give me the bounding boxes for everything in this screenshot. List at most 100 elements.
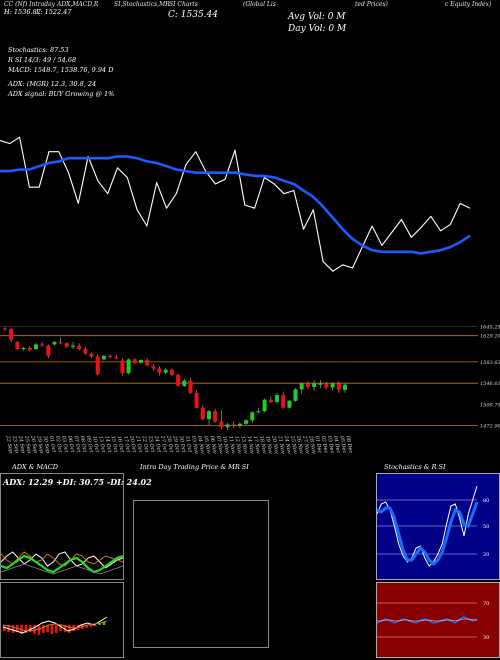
candle-body — [52, 342, 57, 345]
adx-line — [1, 554, 123, 574]
x-tick-label: 01 Oct — [48, 435, 57, 454]
header-part-4: (Global Lis — [243, 1, 276, 8]
macd-signal-line — [2, 620, 108, 632]
candle-body — [58, 342, 63, 344]
x-tick-label: 25 Sep — [23, 434, 32, 454]
candle-body — [281, 395, 286, 408]
y-tick-label: 1509.75 — [480, 402, 500, 408]
candle-body — [237, 423, 242, 426]
macd-bar — [3, 625, 6, 631]
macd-bar — [94, 625, 97, 626]
stochastics-lines: 80 50 20 — [377, 474, 499, 579]
macd-bar — [98, 623, 101, 625]
candle-body — [182, 380, 187, 386]
x-tick-label: 12 Nov — [233, 435, 242, 454]
adx-lines — [1, 551, 123, 575]
rsi-signal-line — [377, 618, 477, 622]
candle-body — [77, 345, 82, 350]
candle-body — [9, 328, 14, 340]
x-tick-label: 20 Nov — [270, 434, 279, 454]
x-tick-label: 26 Nov — [295, 434, 304, 454]
header-part-6: c Equity Index) — [445, 1, 492, 8]
adx-values-label: ADX: 12.29 +DI: 30.75 -DI: 24.02 — [3, 477, 152, 487]
header-title: CC (Nf) Intraday ADX,MACD,R — [4, 1, 98, 8]
candle-body — [275, 395, 279, 402]
rsi-tick-label: 30 — [483, 635, 489, 641]
candle-body — [225, 424, 230, 428]
x-tick-label: 06 Oct — [66, 435, 75, 454]
close-price-label: C: 1535.44 — [168, 10, 218, 20]
x-tick-label: 05 Nov — [202, 435, 211, 454]
x-tick-label: 14 Oct — [103, 435, 112, 454]
x-tick-label: 23 Sep — [11, 434, 20, 454]
intraday-panel — [133, 500, 269, 648]
price-series-line — [0, 136, 471, 272]
x-tick-label: 13 Oct — [97, 435, 106, 454]
x-tick-label: 29 Sep — [35, 434, 44, 454]
x-tick-label: 29 Oct — [171, 434, 180, 454]
x-tick-label: 10 Oct — [91, 435, 100, 454]
x-tick-label: 15 Oct — [110, 435, 119, 454]
macd-bar — [85, 625, 88, 628]
x-tick-label: 02 Oct — [54, 435, 63, 454]
stoch-tick-label: 20 — [483, 552, 489, 558]
x-tick-label: 20 Oct — [128, 434, 137, 454]
y-tick-label: 1546.61 — [480, 381, 500, 387]
macd-bar — [11, 625, 15, 633]
macd-bar — [68, 625, 71, 633]
low-price-label: L: 1522.47 — [36, 8, 72, 16]
stochastics-readout: Stochastics: 87.53 — [8, 46, 69, 54]
y-tick-label: 1629.20 — [480, 334, 500, 340]
candle-body — [114, 357, 119, 359]
rsi-tick-label: 70 — [483, 601, 489, 607]
x-tick-label: 07 Oct — [73, 435, 82, 454]
candle-body — [40, 344, 45, 346]
macd-bar — [42, 625, 45, 633]
x-tick-label: 30 Oct — [178, 435, 187, 454]
candle-body — [83, 349, 88, 354]
x-tick-label: 25 Nov — [289, 434, 298, 454]
x-tick-label: 08 Dec — [345, 435, 354, 454]
x-tick-label: 18 Nov — [258, 435, 267, 454]
candle-body — [324, 383, 329, 388]
adx-readout: ADX: (MGR) 12.3, 30.8, 24 — [8, 80, 97, 88]
candle-body — [268, 399, 273, 402]
intraday-title: Intra Day Trading Price & MR SI — [140, 463, 249, 471]
candle-body — [293, 389, 298, 401]
candle-body — [194, 392, 199, 408]
candle-body — [312, 383, 317, 387]
stoch-k-line — [377, 485, 478, 567]
candle-body — [120, 360, 125, 374]
candle-body — [157, 368, 162, 373]
x-tick-label: 28 Nov — [307, 434, 316, 454]
candle-body — [15, 342, 20, 349]
x-tick-label: 14 Nov — [246, 435, 255, 454]
macd-histogram — [2, 616, 108, 635]
x-tick-label: 31 Oct — [184, 435, 193, 454]
plus-di-line — [1, 551, 123, 569]
candle-body — [169, 369, 174, 375]
average-series-line — [0, 155, 471, 255]
y-tick-label: 1583.63 — [480, 360, 500, 366]
candle-body — [219, 421, 224, 428]
x-tick-label: 27 Oct — [159, 434, 168, 454]
x-tick-label: 08 Oct — [79, 435, 88, 454]
x-tick-label: 23 Oct — [147, 434, 156, 454]
day-vol-label: Day Vol: 0 M — [288, 24, 347, 34]
candle-body — [101, 355, 106, 360]
adx-panel: ADX: 12.29 +DI: 30.75 -DI: 24.02 — [0, 473, 152, 580]
macd-bar — [89, 625, 93, 627]
candle-body — [207, 411, 211, 420]
candlestick-chart: 1645.25 1629.20 1583.63 1546.61 1509.75 1472.… — [0, 325, 500, 454]
macd-bar — [24, 625, 28, 633]
x-tick-label: 27 Nov — [301, 434, 310, 454]
candle-body — [71, 345, 75, 347]
candle-body — [244, 420, 249, 424]
candle-body — [132, 359, 137, 363]
candle-body — [250, 412, 255, 421]
stoch-tick-label: 80 — [483, 498, 489, 504]
candle-body — [3, 328, 7, 330]
stochastics-panel: 80 50 20 — [376, 473, 500, 580]
macd-readout: MACD: 1548.7, 1538.76, 9.94 D — [8, 66, 114, 74]
candle-body — [336, 383, 341, 390]
